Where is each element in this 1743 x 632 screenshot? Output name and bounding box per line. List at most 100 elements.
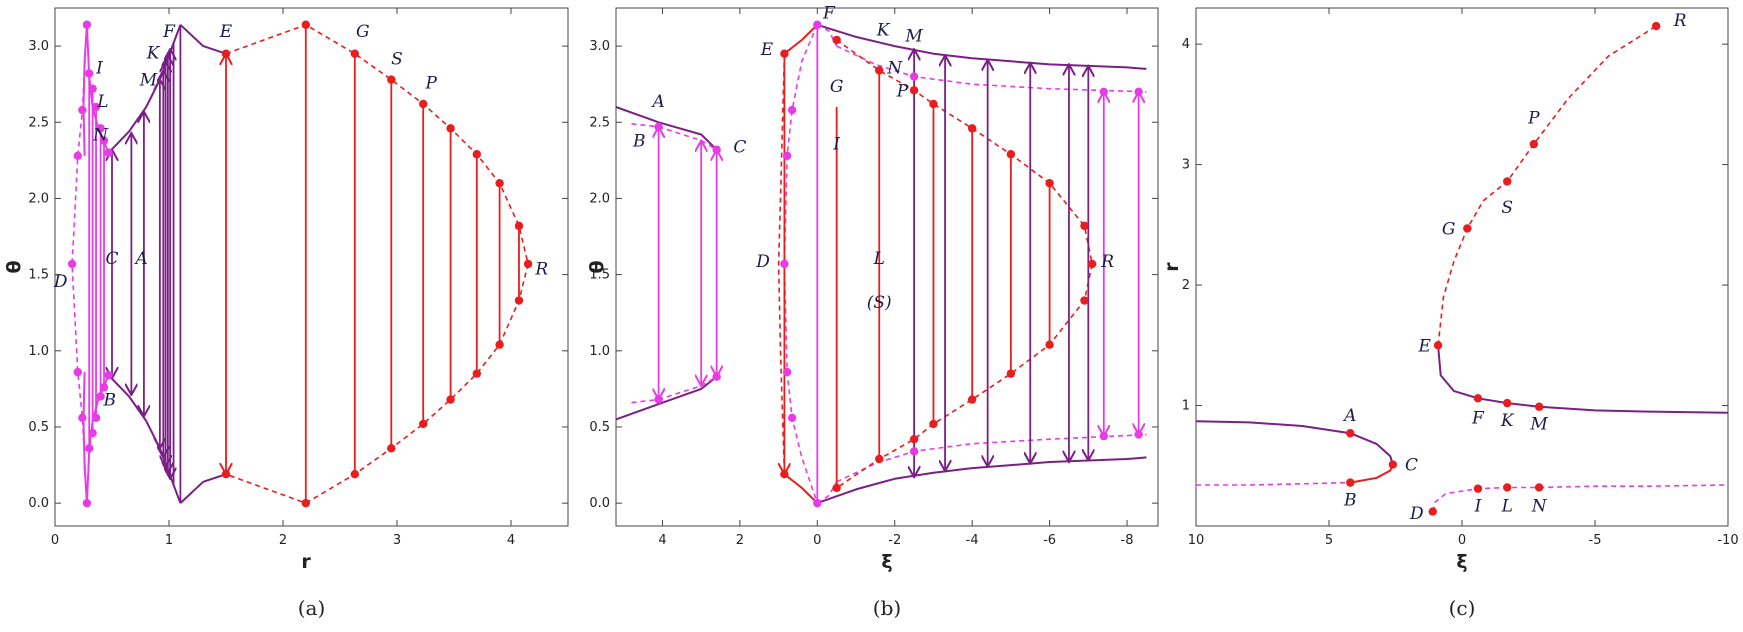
data-point — [78, 413, 87, 423]
data-point — [221, 49, 231, 58]
data-point — [1463, 224, 1472, 233]
data-point — [99, 383, 109, 392]
data-point — [301, 20, 310, 29]
stable-branch-curve — [816, 456, 1147, 505]
data-point — [1045, 179, 1054, 188]
data-point — [495, 340, 504, 349]
data-point — [1099, 87, 1109, 96]
data-point — [1099, 431, 1109, 441]
stable-branch-curve — [783, 24, 819, 55]
point-label: R — [1100, 252, 1114, 272]
data-point — [1134, 87, 1143, 96]
x-tick-label: 0 — [1458, 533, 1466, 548]
y-tick-label: 2.0 — [28, 191, 49, 206]
y-tick-label: 3 — [1182, 158, 1190, 173]
point-label: R — [534, 260, 548, 280]
data-point — [1006, 150, 1016, 159]
data-point — [221, 470, 231, 479]
point-label: G — [356, 22, 370, 42]
x-tick-label: 1 — [165, 533, 173, 548]
data-point — [1651, 21, 1661, 31]
data-point — [1473, 484, 1483, 493]
y-tick-label: 0.5 — [589, 420, 610, 435]
data-point — [419, 99, 428, 109]
point-label: K — [146, 43, 161, 63]
point-label: K — [1500, 411, 1515, 431]
y-tick-label: 1 — [1182, 399, 1190, 414]
point-label: E — [760, 40, 774, 60]
plot-frame — [615, 7, 1159, 527]
data-point — [1503, 177, 1512, 186]
data-point — [88, 428, 97, 438]
data-point — [1346, 478, 1355, 487]
data-point — [909, 72, 919, 81]
data-point — [472, 369, 481, 378]
data-point — [99, 136, 109, 145]
data-point — [654, 122, 663, 132]
data-point — [875, 66, 884, 75]
data-point — [1388, 460, 1398, 469]
stable-branch-curve — [82, 24, 88, 156]
point-label: N — [92, 126, 109, 146]
data-point — [712, 145, 721, 154]
data-point — [446, 395, 455, 404]
data-point — [1503, 398, 1512, 408]
data-point — [654, 395, 663, 404]
panel-label: (c) — [1449, 596, 1476, 620]
data-point — [813, 498, 822, 508]
data-point — [88, 84, 97, 93]
point-label: F — [162, 22, 176, 42]
data-point — [1473, 394, 1483, 403]
x-tick-label: -4 — [966, 533, 979, 548]
plot-area — [616, 23, 1147, 505]
data-point — [875, 454, 884, 464]
stable-branch-curve — [616, 375, 718, 421]
y-tick-label: 3.0 — [589, 39, 610, 54]
x-tick-label: -10 — [1717, 533, 1738, 548]
data-point — [301, 498, 310, 508]
data-point — [514, 296, 524, 305]
point-label: L — [1501, 497, 1513, 517]
y-tick-label: 1.5 — [28, 268, 49, 283]
data-point — [929, 419, 938, 429]
panel-label: (a) — [298, 596, 326, 620]
data-point — [73, 367, 83, 377]
y-tick-label: 4 — [1182, 37, 1190, 52]
data-point — [1087, 259, 1097, 269]
y-axis-label: r — [1161, 262, 1183, 272]
data-point — [1045, 340, 1054, 349]
data-point — [967, 124, 977, 133]
data-point — [523, 259, 533, 269]
stable-branch-curve — [1437, 345, 1728, 414]
panel-c: 10 5 0 -5 -10 1 2 3 4 ξ r (c) A B C D E F K M I L N G S P R — [1161, 7, 1739, 620]
point-label: C — [733, 138, 746, 158]
data-point — [780, 259, 789, 269]
point-label: N — [886, 59, 903, 79]
data-point — [73, 151, 83, 160]
point-label: L — [873, 249, 885, 269]
data-point — [782, 151, 792, 160]
data-point — [104, 148, 113, 157]
data-point — [446, 124, 455, 133]
y-axis-label: θ — [3, 260, 25, 273]
point-label: C — [105, 249, 118, 269]
y-tick-label: 2.5 — [589, 115, 610, 130]
data-point — [832, 35, 841, 45]
point-label: F — [822, 4, 836, 24]
data-point — [67, 259, 77, 269]
x-tick-label: -6 — [1043, 533, 1056, 548]
y-tick-label: 1.5 — [589, 268, 610, 283]
data-point — [1006, 369, 1016, 378]
data-point — [85, 69, 94, 78]
point-label: A — [133, 249, 147, 269]
data-point — [780, 49, 789, 58]
point-label: B — [632, 132, 646, 152]
data-point — [909, 447, 919, 456]
x-tick-label: 2 — [736, 533, 744, 548]
data-point — [1534, 483, 1544, 492]
unstable-branch-curve — [1196, 464, 1394, 486]
x-axis-label: ξ — [1456, 551, 1467, 573]
data-point — [712, 372, 721, 381]
data-point — [350, 49, 360, 58]
point-label: P — [896, 81, 909, 101]
